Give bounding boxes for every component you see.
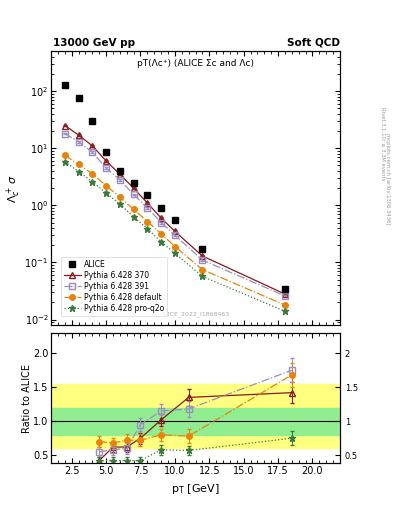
Y-axis label: $\Lambda_c^+\,\sigma$: $\Lambda_c^+\,\sigma$ [5, 174, 23, 203]
Text: 13000 GeV pp: 13000 GeV pp [53, 37, 135, 48]
Text: pT(Λc⁺) (ALICE Σc and Λc): pT(Λc⁺) (ALICE Σc and Λc) [137, 59, 254, 69]
X-axis label: p$_{\rm T}$ [GeV]: p$_{\rm T}$ [GeV] [171, 482, 220, 496]
ALICE [90, 118, 95, 124]
ALICE [283, 285, 287, 291]
Line: ALICE: ALICE [62, 81, 288, 292]
ALICE [76, 95, 81, 101]
Text: Rivet 3.1.10; ≥ 3.3M events: Rivet 3.1.10; ≥ 3.3M events [381, 106, 386, 180]
ALICE [118, 168, 122, 174]
Legend: ALICE, Pythia 6.428 370, Pythia 6.428 391, Pythia 6.428 default, Pythia 6.428 pr: ALICE, Pythia 6.428 370, Pythia 6.428 39… [61, 257, 167, 316]
Text: Soft QCD: Soft QCD [287, 37, 340, 48]
ALICE [62, 81, 67, 88]
ALICE [173, 217, 177, 223]
ALICE [145, 192, 150, 198]
Text: ALICE_2022_I1868463: ALICE_2022_I1868463 [161, 311, 230, 317]
ALICE [104, 149, 108, 155]
ALICE [159, 205, 163, 211]
Y-axis label: Ratio to ALICE: Ratio to ALICE [22, 364, 31, 433]
Text: mcplots.cern.ch [arXiv:1306.3436]: mcplots.cern.ch [arXiv:1306.3436] [385, 134, 389, 225]
ALICE [200, 246, 205, 252]
ALICE [131, 180, 136, 186]
